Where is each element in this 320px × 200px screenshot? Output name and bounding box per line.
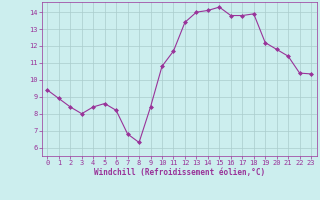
X-axis label: Windchill (Refroidissement éolien,°C): Windchill (Refroidissement éolien,°C) <box>94 168 265 177</box>
